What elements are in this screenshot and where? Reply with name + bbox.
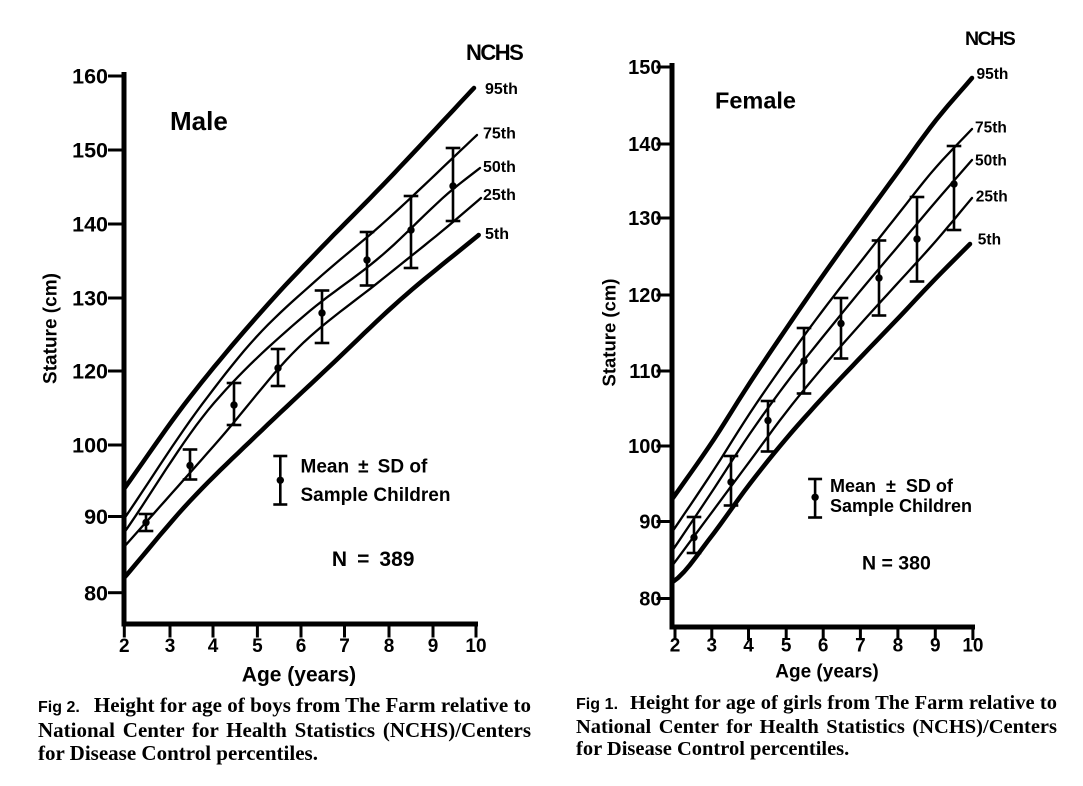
svg-text:25th: 25th [976, 189, 1008, 206]
svg-text:NCHS: NCHS [466, 40, 523, 65]
svg-text:95th: 95th [485, 81, 518, 98]
svg-text:160: 160 [72, 65, 108, 89]
svg-text:120: 120 [628, 285, 661, 307]
svg-text:10: 10 [962, 636, 983, 657]
svg-text:5: 5 [781, 636, 792, 657]
svg-text:75th: 75th [483, 126, 516, 143]
svg-text:7: 7 [339, 636, 350, 657]
svg-text:90: 90 [639, 512, 661, 534]
svg-text:Sample Children: Sample Children [301, 485, 451, 506]
svg-text:120: 120 [72, 360, 108, 384]
svg-text:9: 9 [930, 636, 941, 657]
svg-text:140: 140 [72, 213, 108, 237]
svg-text:3: 3 [165, 636, 176, 657]
svg-text:Sample Children: Sample Children [830, 496, 972, 516]
svg-text:130: 130 [72, 287, 108, 311]
svg-text:8: 8 [893, 636, 904, 657]
svg-text:80: 80 [639, 589, 661, 611]
svg-text:Stature (cm): Stature (cm) [40, 273, 61, 384]
svg-text:2: 2 [670, 636, 681, 657]
svg-text:3: 3 [707, 636, 718, 657]
svg-text:8: 8 [384, 636, 395, 657]
svg-text:150: 150 [628, 57, 661, 79]
svg-text:100: 100 [628, 436, 661, 458]
svg-text:100: 100 [72, 434, 108, 458]
svg-text:Male: Male [170, 106, 228, 136]
svg-text:7: 7 [855, 636, 866, 657]
svg-text:25th: 25th [483, 187, 516, 204]
svg-text:N = 380: N = 380 [862, 553, 931, 575]
svg-text:5th: 5th [978, 232, 1001, 249]
svg-text:140: 140 [628, 134, 661, 156]
svg-text:Stature (cm): Stature (cm) [598, 279, 619, 387]
svg-text:150: 150 [72, 139, 108, 163]
svg-text:110: 110 [629, 361, 661, 383]
svg-text:90: 90 [84, 505, 108, 529]
svg-text:75th: 75th [975, 119, 1007, 136]
svg-text:Mean ± SD of: Mean ± SD of [301, 457, 428, 478]
svg-text:Mean ± SD of: Mean ± SD of [830, 476, 954, 496]
svg-text:5th: 5th [485, 226, 509, 243]
svg-text:6: 6 [296, 636, 307, 657]
svg-text:2: 2 [119, 636, 130, 657]
svg-text:130: 130 [628, 208, 661, 230]
svg-text:9: 9 [428, 636, 439, 657]
svg-text:Age (years): Age (years) [242, 663, 356, 686]
svg-text:95th: 95th [977, 66, 1009, 83]
svg-text:5: 5 [252, 636, 263, 657]
svg-text:N = 389: N = 389 [332, 548, 415, 571]
svg-text:4: 4 [743, 636, 754, 657]
svg-text:50th: 50th [483, 159, 516, 176]
svg-text:6: 6 [818, 636, 829, 657]
svg-text:80: 80 [84, 581, 108, 605]
svg-text:Age (years): Age (years) [775, 662, 879, 683]
svg-text:Female: Female [715, 87, 796, 113]
svg-text:4: 4 [208, 636, 219, 657]
svg-text:50th: 50th [975, 153, 1007, 170]
svg-text:10: 10 [465, 636, 486, 657]
svg-text:NCHS: NCHS [965, 28, 1016, 50]
